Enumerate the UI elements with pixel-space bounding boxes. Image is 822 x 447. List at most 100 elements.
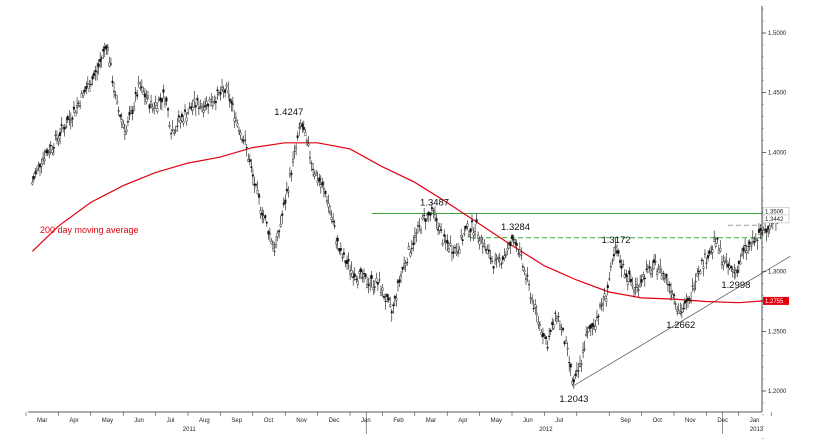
price-candle <box>361 277 364 279</box>
price-candle <box>447 248 450 252</box>
price-candle <box>76 105 79 109</box>
price-candle <box>469 228 472 233</box>
price-candle <box>753 241 756 244</box>
price-candle <box>410 247 413 249</box>
price-candle <box>327 203 330 208</box>
price-candle <box>500 263 503 265</box>
price-candle <box>506 248 509 251</box>
price-candle <box>464 225 467 229</box>
price-candle <box>148 104 151 109</box>
price-tag-label: 1.2755 <box>765 299 784 305</box>
price-candle <box>455 252 458 255</box>
price-candle <box>122 123 125 128</box>
price-candle <box>568 362 571 364</box>
price-candle <box>483 243 486 246</box>
trendline-group <box>573 255 791 387</box>
price-candle <box>551 322 554 325</box>
price-candle <box>284 199 287 204</box>
price-candle <box>335 241 338 245</box>
price-candle <box>545 336 548 340</box>
price-candle <box>657 269 660 274</box>
price-candle <box>376 281 379 285</box>
x-year-label: 2012 <box>539 427 553 433</box>
price-candle <box>151 106 154 109</box>
price-candle <box>515 243 518 246</box>
price-candle <box>520 254 523 256</box>
price-candle <box>497 257 500 259</box>
price-candle <box>85 85 88 90</box>
price-candle <box>287 190 290 193</box>
price-candle <box>594 325 597 330</box>
price-candle <box>668 284 671 286</box>
price-candle <box>60 124 63 126</box>
price-candle <box>398 279 401 283</box>
price-candle <box>673 294 676 297</box>
price-candle <box>275 244 278 248</box>
price-candle <box>156 108 159 113</box>
price-candle <box>421 216 424 220</box>
price-candle <box>605 298 608 302</box>
price-candle <box>665 273 668 278</box>
price-candle <box>322 188 325 190</box>
price-candle <box>654 261 657 263</box>
price-candle <box>94 70 97 72</box>
price-candle <box>267 231 270 235</box>
price-candle <box>100 57 103 59</box>
price-candle <box>731 269 734 272</box>
x-tick-label: Jun <box>134 418 144 424</box>
price-candle <box>742 247 745 252</box>
price-candle <box>602 303 605 305</box>
price-candle <box>404 263 407 266</box>
price-candle <box>304 132 307 137</box>
price-candle <box>642 274 645 277</box>
price-candle <box>412 242 415 245</box>
price-candle <box>336 238 339 242</box>
support-lines <box>372 213 762 239</box>
price-candle <box>554 312 557 314</box>
price-candle <box>194 105 197 108</box>
trendline <box>573 255 791 387</box>
price-candle <box>43 158 46 162</box>
price-candle <box>369 283 372 286</box>
price-candle <box>662 272 665 275</box>
peak-label: 1.2043 <box>559 394 588 405</box>
price-candle <box>143 93 146 98</box>
price-candle <box>535 313 538 316</box>
price-candle <box>557 316 560 318</box>
price-candle <box>133 106 136 110</box>
price-candle <box>750 245 753 248</box>
price-candle <box>713 238 716 242</box>
price-candle <box>77 102 80 104</box>
price-candle <box>384 300 387 302</box>
price-candle <box>202 110 205 113</box>
price-candle <box>565 340 568 345</box>
price-candle <box>234 117 237 121</box>
price-candle <box>211 102 214 106</box>
price-candle <box>140 86 143 88</box>
price-candle <box>40 163 43 167</box>
price-candle <box>271 244 274 249</box>
price-candle <box>176 125 179 127</box>
price-candle <box>228 98 231 102</box>
peak-label: 1.2998 <box>721 280 750 291</box>
price-candle <box>693 288 696 291</box>
price-candle <box>142 91 145 95</box>
x-tick-label: Jun <box>523 418 533 424</box>
price-candle <box>182 121 185 124</box>
price-candle <box>688 298 691 300</box>
price-candle <box>196 97 199 101</box>
price-candle <box>126 121 129 123</box>
price-candle <box>324 190 327 195</box>
price-candle <box>106 47 109 51</box>
price-candle <box>278 230 281 233</box>
price-candle <box>494 260 497 265</box>
price-candle <box>523 269 526 273</box>
price-candle <box>670 291 673 293</box>
price-candle <box>72 106 75 110</box>
price-candle <box>392 304 395 307</box>
price-candle <box>653 259 656 263</box>
price-candle <box>276 232 279 237</box>
price-candle <box>648 266 651 269</box>
price-candle <box>163 100 166 105</box>
price-candle <box>443 234 446 237</box>
